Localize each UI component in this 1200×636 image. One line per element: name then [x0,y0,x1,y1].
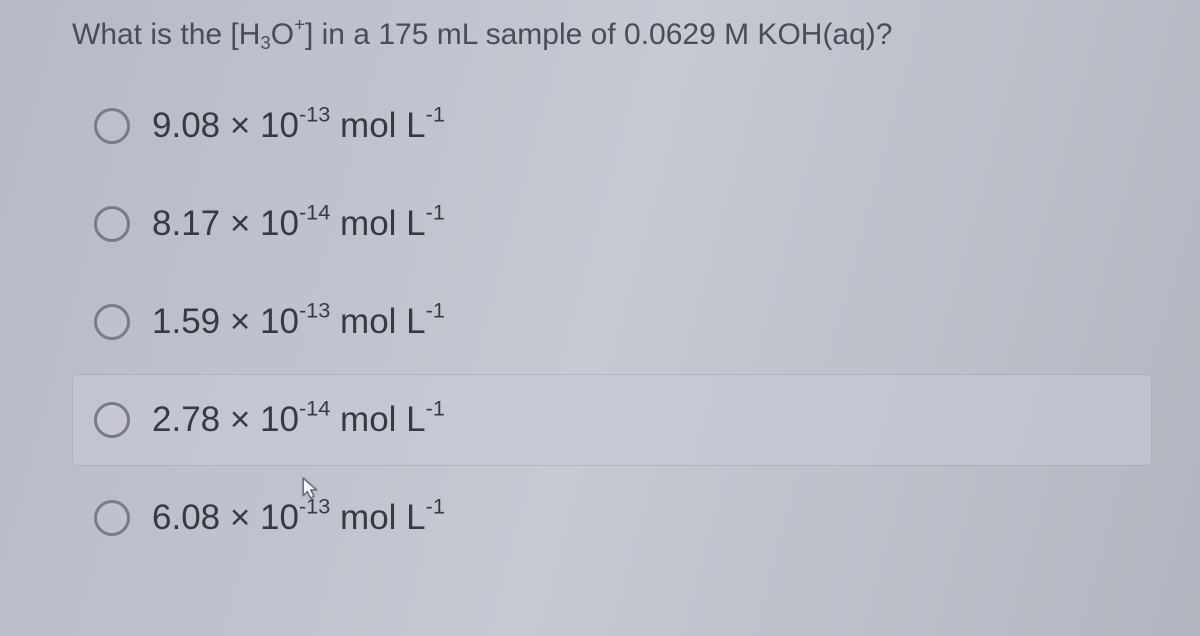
option-1[interactable]: 8.17 × 10-14 mol L-1 [72,178,1152,270]
option-2[interactable]: 1.59 × 10-13 mol L-1 [72,276,1152,368]
question-text-part: ] in a 175 mL sample of 0.0629 M KOH(aq)… [305,18,893,51]
option-0[interactable]: 9.08 × 10-13 mol L-1 [72,80,1152,172]
option-label: 9.08 × 10-13 mol L-1 [152,106,445,146]
question-text: What is the [H3O+] in a 175 mL sample of… [72,18,1152,52]
radio-icon[interactable] [94,500,130,536]
radio-icon[interactable] [94,304,130,340]
radio-icon[interactable] [94,402,130,438]
question-text-part: O [271,18,294,51]
question-subscript: 3 [260,32,270,53]
option-label: 1.59 × 10-13 mol L-1 [152,302,445,342]
radio-icon[interactable] [94,206,130,242]
option-4[interactable]: 6.08 × 10-13 mol L-1 [72,472,1152,564]
radio-icon[interactable] [94,108,130,144]
option-label: 6.08 × 10-13 mol L-1 [152,498,445,538]
option-label: 2.78 × 10-14 mol L-1 [152,400,445,440]
option-3[interactable]: 2.78 × 10-14 mol L-1 [72,374,1152,466]
question-superscript: + [294,14,305,35]
option-label: 8.17 × 10-14 mol L-1 [152,204,445,244]
quiz-page: What is the [H3O+] in a 175 mL sample of… [0,0,1200,564]
question-text-part: What is the [H [72,18,260,51]
